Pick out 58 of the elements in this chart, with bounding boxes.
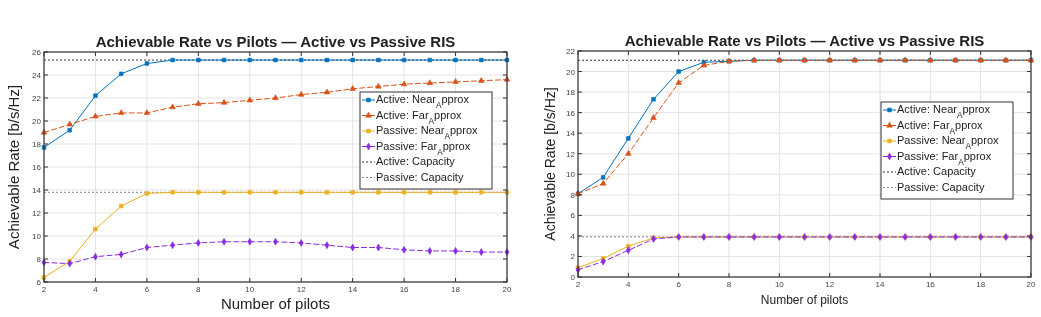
- legend-label: Active: Near$_{A}$pprox: [376, 93, 470, 110]
- x-tick-label: 10: [245, 285, 255, 294]
- x-tick-label: 16: [925, 280, 936, 289]
- y-tick-label: 10: [566, 170, 576, 180]
- legend-label: Passive: Far$_{A}$pprox: [897, 149, 992, 166]
- x-tick-label: 14: [875, 280, 885, 289]
- x-axis-title: Number of pilots: [760, 293, 849, 307]
- y-tick-label: 26: [32, 48, 42, 57]
- y-tick-label: 8: [36, 255, 42, 264]
- x-tick-label: 8: [726, 280, 732, 289]
- x-tick-label: 6: [676, 280, 682, 289]
- x-tick-label: 20: [502, 285, 512, 294]
- legend-label: Passive: Far$_{A}$pprox: [376, 139, 471, 156]
- y-tick-label: 20: [32, 117, 42, 126]
- y-tick-label: 8: [570, 190, 576, 200]
- y-tick-label: 12: [32, 209, 42, 218]
- x-tick-label: 4: [626, 280, 632, 289]
- y-tick-label: 22: [32, 94, 42, 103]
- y-tick-label: 22: [566, 47, 576, 56]
- x-tick-label: 20: [1026, 280, 1036, 289]
- y-tick-label: 10: [32, 232, 42, 241]
- legend-label: Passive: Near$_{A}$pprox: [897, 134, 1000, 151]
- legend-label: Passive: Capacity: [376, 170, 464, 183]
- y-tick-label: 6: [570, 211, 576, 221]
- x-tick-label: 18: [976, 280, 986, 289]
- y-tick-label: 2: [570, 252, 576, 262]
- chart-title: Achievable Rate vs Pilots — Active vs Passive RIS: [624, 32, 985, 49]
- y-tick-label: 14: [566, 129, 576, 139]
- y-tick-label: 14: [32, 186, 42, 195]
- x-tick-label: 14: [348, 285, 358, 294]
- legend-label: Active: Far$_{A}$pprox: [376, 108, 463, 125]
- y-tick-label: 24: [32, 71, 42, 80]
- x-tick-label: 8: [196, 285, 202, 294]
- y-tick-label: 12: [566, 149, 576, 159]
- x-tick-label: 4: [93, 285, 99, 294]
- legend-label: Active: Far$_{A}$pprox: [897, 118, 984, 135]
- legend-label: Passive: Capacity: [897, 180, 985, 193]
- x-tick-label: 16: [399, 285, 410, 294]
- y-axis-title: Achievable Rate [b/s/Hz]: [542, 87, 558, 241]
- x-tick-label: 6: [144, 285, 150, 294]
- x-tick-label: 18: [451, 285, 461, 294]
- x-tick-label: 10: [774, 280, 785, 289]
- x-axis-title: Number of pilots: [220, 295, 331, 312]
- y-axis-title: Achievable Rate [b/s/Hz]: [5, 84, 22, 250]
- y-tick-label: 18: [566, 88, 576, 98]
- x-tick-label: 12: [296, 285, 307, 294]
- chart-title: Achievable Rate vs Pilots — Active vs Passive RIS: [95, 33, 456, 50]
- legend-label: Active: Capacity: [376, 155, 456, 167]
- legend-label: Active: Near$_{A}$pprox: [897, 103, 991, 120]
- y-tick-label: 18: [32, 140, 42, 149]
- y-tick-label: 16: [566, 108, 576, 118]
- legend-label: Passive: Near$_{A}$pprox: [376, 124, 479, 141]
- y-tick-label: 0: [570, 273, 576, 282]
- y-tick-label: 16: [32, 163, 42, 172]
- x-tick-label: 12: [825, 280, 835, 289]
- y-tick-label: 20: [566, 67, 576, 77]
- legend-label: Active: Capacity: [897, 165, 977, 177]
- y-tick-label: 4: [570, 231, 576, 241]
